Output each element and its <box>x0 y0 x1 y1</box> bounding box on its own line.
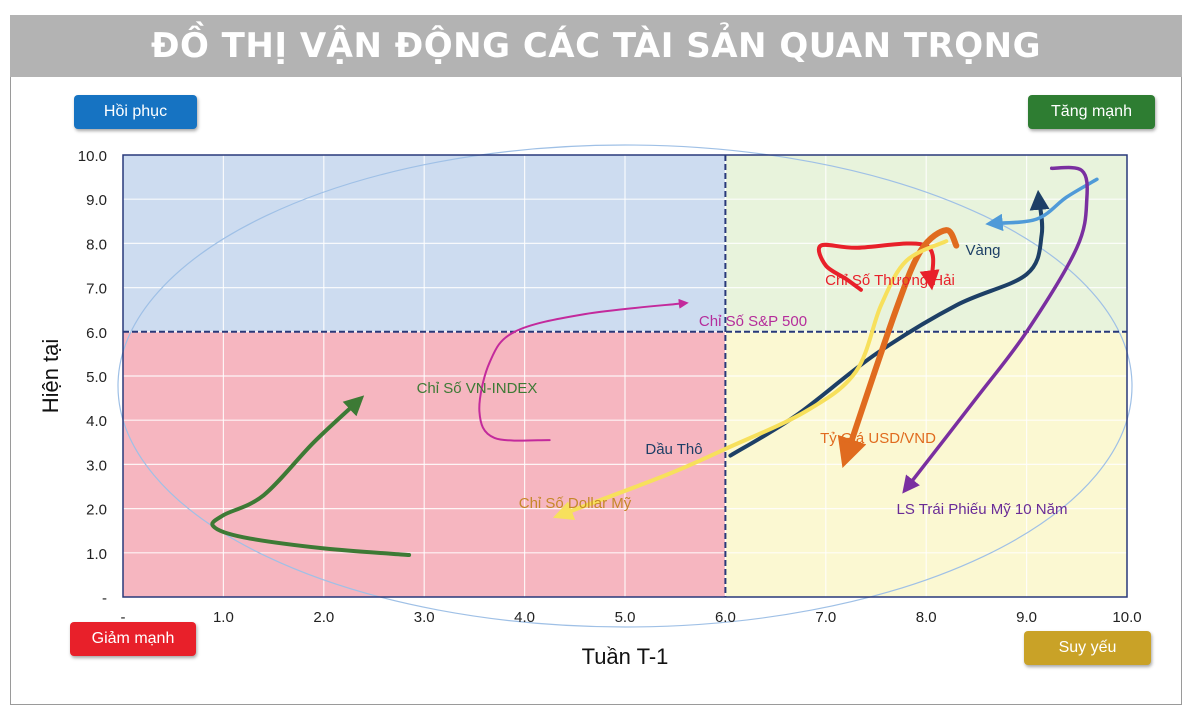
series-label: Dầu Thô <box>645 441 702 458</box>
series-line <box>985 177 1099 232</box>
series-line <box>837 227 960 469</box>
x-tick-label: 7.0 <box>815 609 836 626</box>
quadrant-badge-strong-fall[interactable]: Giảm mạnh <box>70 622 196 656</box>
y-tick-label: 4.0 <box>86 413 107 430</box>
x-tick-label: 3.0 <box>414 609 435 626</box>
x-tick-label: 8.0 <box>916 609 937 626</box>
y-axis-label: Hiện tại <box>38 339 63 414</box>
page-title: ĐỒ THỊ VẬN ĐỘNG CÁC TÀI SẢN QUAN TRỌNG <box>150 26 1042 66</box>
y-tick-label: 1.0 <box>86 546 107 563</box>
x-tick-label: 4.0 <box>514 609 535 626</box>
y-tick-label: 7.0 <box>86 281 107 298</box>
y-tick-label: 6.0 <box>86 325 107 342</box>
x-tick-label: 1.0 <box>213 609 234 626</box>
x-tick-label: 10.0 <box>1112 609 1141 626</box>
series-line <box>902 165 1089 494</box>
series-label: LS Trái Phiếu Mỹ 10 Năm <box>897 501 1068 518</box>
x-tick-label: 2.0 <box>313 609 334 626</box>
quadrant-badge-strong-rise[interactable]: Tăng mạnh <box>1028 95 1155 129</box>
y-tick-label: 3.0 <box>86 457 107 474</box>
quadrant-badge-recovery[interactable]: Hồi phục <box>74 95 197 129</box>
y-tick-label: 5.0 <box>86 369 107 386</box>
y-tick-label: - <box>102 590 107 607</box>
series-label: Chỉ Số S&P 500 <box>699 313 807 330</box>
y-tick-label: 8.0 <box>86 236 107 253</box>
x-axis-label: Tuần T-1 <box>582 644 669 669</box>
title-bar: ĐỒ THỊ VẬN ĐỘNG CÁC TÀI SẢN QUAN TRỌNG <box>10 15 1182 77</box>
y-tick-label: 9.0 <box>86 192 107 209</box>
series-label: Chỉ Số Thượng Hải <box>825 272 955 289</box>
x-tick-label: - <box>121 609 126 626</box>
y-tick-label: 10.0 <box>78 148 107 165</box>
plot-border <box>122 154 1128 598</box>
reference-ellipse <box>117 144 1133 628</box>
quadrant-badge-weakening[interactable]: Suy yếu <box>1024 631 1151 665</box>
series-line <box>478 298 689 442</box>
series-label: Tỷ Giá USD/VND <box>820 430 936 447</box>
x-tick-label: 6.0 <box>715 609 736 626</box>
series-label: Chỉ Số Dollar Mỹ <box>519 495 632 512</box>
y-tick-label: 2.0 <box>86 502 107 519</box>
series-label: Vàng <box>965 242 1000 259</box>
series-line <box>210 395 412 557</box>
x-tick-label: 9.0 <box>1016 609 1037 626</box>
series-label: Chỉ Số VN-INDEX <box>417 380 538 397</box>
x-tick-label: 5.0 <box>615 609 636 626</box>
series-line <box>552 239 949 521</box>
